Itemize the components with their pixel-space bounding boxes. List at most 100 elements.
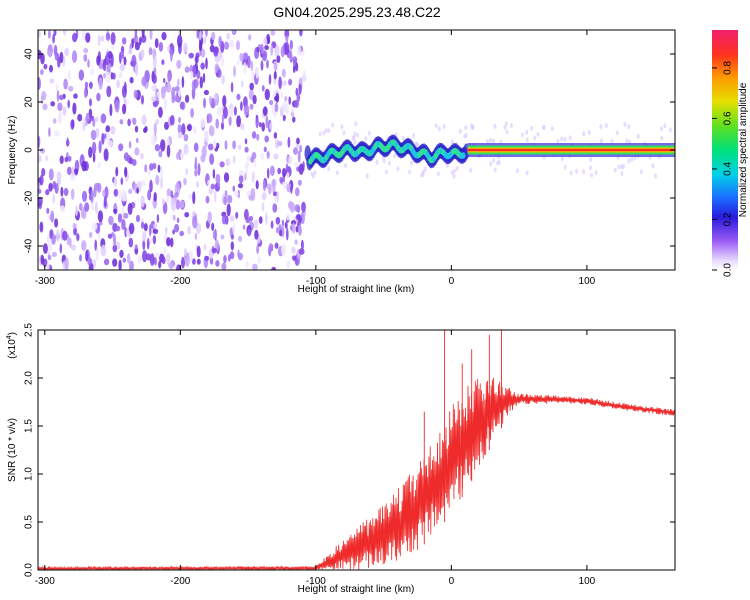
noise-speckle — [67, 99, 70, 109]
noise-speckle — [243, 104, 250, 116]
noise-speckle — [189, 70, 194, 80]
noise-speckle — [78, 69, 85, 81]
band-halo-speckle — [442, 124, 446, 130]
noise-speckle — [127, 202, 133, 215]
noise-speckle — [185, 94, 190, 103]
noise-speckle — [71, 50, 78, 63]
noise-speckle — [137, 255, 142, 264]
spectrogram-x-ticks: -300 -200 -100 0 100 — [35, 30, 596, 287]
noise-speckle — [49, 64, 53, 73]
band-halo-speckle — [623, 121, 627, 127]
noise-speckle — [89, 231, 93, 239]
noise-speckle — [277, 140, 283, 147]
noise-speckle — [263, 37, 268, 46]
noise-speckle — [102, 58, 107, 72]
noise-speckle — [57, 102, 63, 112]
noise-speckle — [245, 161, 250, 169]
band-halo-speckle — [525, 137, 529, 143]
noise-speckle — [101, 132, 105, 145]
band-halo-speckle — [560, 136, 564, 142]
band-halo-speckle — [412, 133, 415, 139]
noise-speckle — [72, 102, 77, 115]
noise-speckle — [285, 214, 291, 221]
noise-speckle — [122, 37, 127, 45]
band-halo-speckle — [485, 139, 489, 144]
band-halo-speckle — [331, 122, 335, 128]
noise-speckle — [232, 222, 236, 234]
noise-speckle — [52, 118, 57, 124]
y-tick-label: 0.0 — [24, 563, 35, 577]
noise-speckle — [161, 86, 166, 99]
band-halo-speckle — [621, 164, 625, 170]
noise-speckle — [75, 205, 78, 217]
band-halo-speckle — [590, 172, 594, 178]
noise-speckle — [256, 244, 259, 255]
noise-speckle — [286, 227, 289, 241]
noise-speckle — [258, 121, 262, 128]
noise-speckle — [184, 66, 190, 73]
noise-speckle — [94, 239, 97, 251]
band-halo-speckle — [625, 138, 629, 144]
noise-speckle — [292, 65, 296, 73]
noise-speckle — [250, 60, 254, 71]
noise-speckle — [67, 70, 71, 81]
noise-speckle — [274, 195, 278, 203]
noise-speckle — [119, 249, 124, 258]
band-core — [461, 152, 466, 159]
noise-speckle — [143, 223, 148, 232]
noise-speckle — [54, 52, 60, 61]
noise-speckle — [128, 141, 132, 149]
band-halo-speckle — [423, 166, 427, 172]
noise-speckle — [46, 261, 50, 270]
noise-speckle — [298, 224, 302, 236]
band-halo-speckle — [639, 169, 643, 175]
noise-speckle — [188, 52, 194, 59]
x-tick-label: 100 — [579, 576, 596, 587]
noise-speckle — [141, 76, 147, 87]
noise-speckle — [176, 217, 180, 224]
noise-speckle — [187, 124, 192, 132]
noise-speckle — [108, 215, 114, 226]
noise-speckle — [91, 222, 98, 231]
noise-speckle — [153, 122, 157, 136]
noise-speckle — [296, 137, 300, 145]
noise-speckle — [123, 56, 127, 66]
noise-speckle — [60, 186, 64, 197]
noise-speckle — [267, 37, 270, 44]
noise-speckle — [129, 76, 134, 84]
noise-speckle — [192, 258, 196, 265]
band-halo-speckle — [455, 165, 459, 171]
noise-speckle — [104, 186, 109, 199]
noise-speckle — [166, 237, 171, 247]
band-halo-speckle — [365, 173, 369, 179]
noise-speckle — [284, 41, 290, 55]
noise-speckle — [38, 136, 41, 149]
noise-speckle — [208, 125, 215, 137]
noise-speckle — [156, 91, 161, 98]
noise-speckle — [263, 146, 267, 153]
noise-speckle — [216, 106, 222, 117]
noise-speckle — [38, 182, 41, 190]
noise-speckle — [201, 145, 207, 158]
noise-speckle — [295, 214, 301, 221]
noise-speckle — [285, 163, 289, 174]
snr-y-label: SNR (10 * v/v) — [7, 418, 18, 482]
noise-speckle — [149, 224, 152, 237]
noise-speckle — [300, 239, 304, 251]
noise-speckle — [288, 156, 293, 165]
band-halo-speckle — [589, 165, 592, 171]
noise-speckle — [127, 118, 131, 127]
noise-speckle — [221, 114, 225, 124]
noise-speckle — [73, 227, 77, 236]
band-halo-speckle — [351, 135, 355, 141]
noise-speckle — [131, 54, 137, 67]
noise-speckle — [87, 59, 90, 68]
noise-speckle — [129, 260, 134, 270]
noise-speckle — [97, 161, 101, 169]
noise-speckle — [120, 177, 124, 185]
noise-speckle — [273, 60, 278, 72]
noise-speckle — [119, 51, 122, 64]
noise-speckle — [107, 140, 113, 147]
noise-speckle — [274, 102, 279, 113]
noise-speckle — [166, 188, 171, 197]
